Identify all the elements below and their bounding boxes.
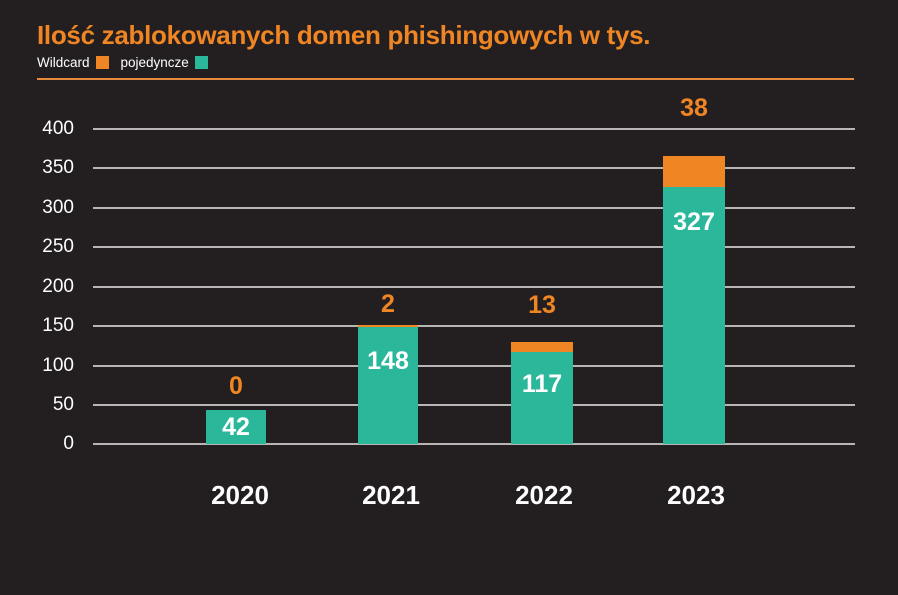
y-tick: 250 <box>42 236 74 257</box>
bar-value-pojedyncze: 327 <box>673 208 715 236</box>
x-label-2020: 2020 <box>211 480 269 510</box>
gridline-200 <box>93 286 855 288</box>
y-tick: 0 <box>63 433 74 454</box>
y-tick: 100 <box>42 355 74 376</box>
bar-value-wildcard: 38 <box>680 94 708 122</box>
bar-segment-pojedyncze <box>358 327 418 444</box>
bar-segment-wildcard <box>511 342 573 352</box>
legend-swatch-orange <box>95 56 109 69</box>
x-label-2022: 2022 <box>515 480 573 510</box>
y-tick: 300 <box>42 197 74 218</box>
y-tick: 150 <box>42 315 74 336</box>
x-label-2021: 2021 <box>362 480 420 510</box>
legend-label: Wildcard <box>37 55 90 70</box>
gridline-0 <box>93 443 855 445</box>
gridline-100 <box>93 365 855 367</box>
bar-2022: 117 <box>511 342 573 444</box>
bar-value-wildcard: 0 <box>229 372 243 400</box>
bar-2021: 148 <box>358 325 418 444</box>
bar-value-pojedyncze: 148 <box>367 347 409 375</box>
bar-segment-pojedyncze <box>511 352 573 444</box>
bar-segment-wildcard <box>663 156 725 187</box>
y-tick: 400 <box>42 118 74 139</box>
legend-item-pojedyncze: pojedyncze <box>121 55 208 70</box>
legend-swatch-teal <box>194 56 208 69</box>
gridline-250 <box>93 246 855 248</box>
bar-2023: 327 <box>663 156 725 444</box>
bar-segment-pojedyncze <box>206 410 266 444</box>
bar-segment-wildcard <box>358 325 418 327</box>
bar-value-pojedyncze: 117 <box>521 370 563 398</box>
legend-item-wildcard: Wildcard <box>37 55 109 70</box>
legend-label: pojedyncze <box>120 55 189 70</box>
gridline-150 <box>93 325 855 327</box>
x-label-2023: 2023 <box>667 480 725 510</box>
bar-value-wildcard: 13 <box>528 291 556 319</box>
bar-segment-pojedyncze <box>663 187 725 444</box>
gridline-400 <box>93 128 855 130</box>
gridline-300 <box>93 207 855 209</box>
bar-value-wildcard: 2 <box>381 290 395 318</box>
y-tick: 350 <box>42 157 74 178</box>
bar-2020: 42 <box>206 410 266 444</box>
gridline-350 <box>93 167 855 169</box>
gridline-50 <box>93 404 855 406</box>
title-divider <box>37 78 854 80</box>
y-tick: 200 <box>42 276 74 297</box>
legend: Wildcard pojedyncze <box>37 55 220 70</box>
bar-value-pojedyncze: 42 <box>222 413 250 441</box>
chart-title: Ilość zablokowanych domen phishingowych … <box>37 20 651 50</box>
y-tick: 50 <box>52 394 74 415</box>
